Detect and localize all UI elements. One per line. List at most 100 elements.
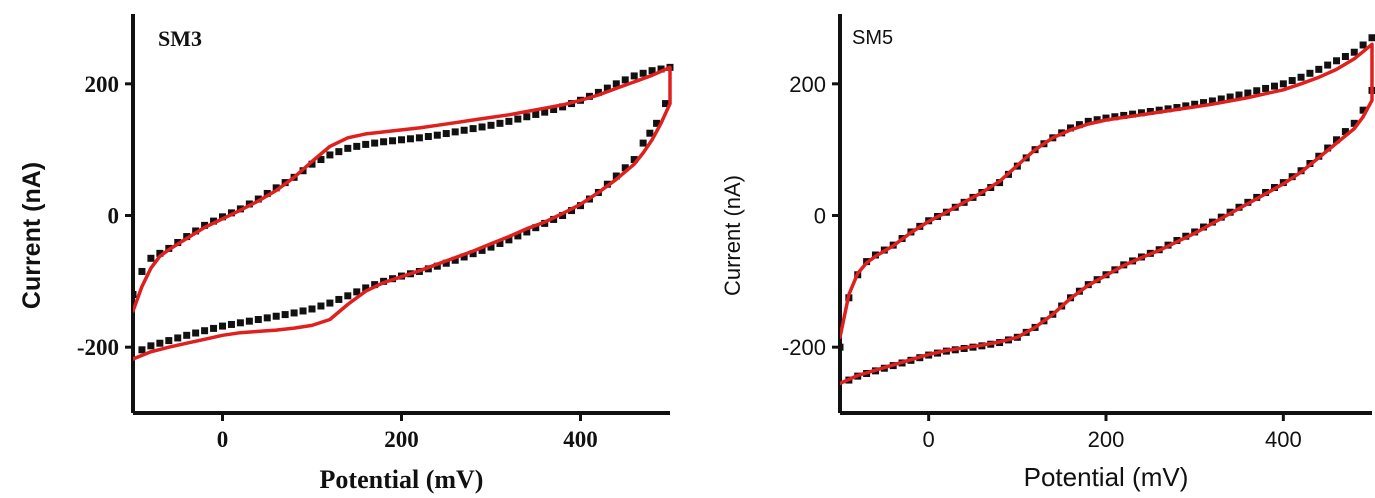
data-point	[210, 217, 218, 225]
data-point	[646, 129, 654, 137]
series-1	[133, 65, 672, 361]
data-point	[380, 138, 388, 146]
data-point	[281, 311, 289, 319]
data-point	[1244, 89, 1252, 97]
data-point	[1297, 73, 1305, 81]
data-point	[1075, 121, 1083, 129]
data-point	[505, 236, 513, 244]
data-point	[1368, 34, 1375, 42]
data-point	[487, 243, 495, 251]
data-point	[1093, 116, 1101, 124]
data-point	[272, 184, 280, 192]
data-point	[362, 284, 370, 292]
data-point	[362, 140, 370, 148]
data-point	[1137, 109, 1145, 117]
chart-panel-sm5: -200 0 200 0 200 400 Potential (mV) Current (nA…	[720, 14, 1375, 492]
data-point	[1155, 106, 1163, 114]
data-point	[147, 342, 155, 350]
data-point	[1315, 65, 1323, 73]
data-point	[1111, 113, 1119, 121]
data-point	[317, 156, 325, 164]
data-point	[344, 292, 352, 300]
data-point	[612, 172, 620, 180]
data-point	[1191, 100, 1199, 108]
data-point	[1306, 69, 1314, 77]
data-point	[662, 100, 670, 108]
data-point	[326, 299, 334, 307]
data-point	[1341, 53, 1349, 61]
y-axis-label: Current (nA)	[720, 175, 745, 296]
chart-panel-sm3: -200 0 200 0 200 400 Potential (mV) Current (nA…	[18, 14, 674, 494]
data-point	[460, 253, 468, 261]
x-tick-label: 400	[563, 427, 598, 452]
data-point	[1164, 105, 1172, 113]
y-tick-label: -200	[77, 335, 119, 360]
data-point	[353, 288, 361, 296]
chart-title: SM3	[158, 26, 202, 51]
data-point	[621, 164, 629, 172]
data-point	[1350, 119, 1358, 127]
data-point	[1324, 61, 1332, 69]
data-point	[514, 115, 522, 123]
data-point	[371, 281, 379, 289]
data-point	[138, 267, 146, 275]
data-point	[1270, 82, 1278, 90]
x-tick-label: 0	[923, 427, 935, 452]
data-point	[1200, 99, 1208, 107]
data-point	[335, 148, 343, 156]
data-point	[344, 144, 352, 152]
data-point	[478, 246, 486, 254]
data-point	[532, 224, 540, 232]
data-point	[133, 291, 137, 298]
data-point	[1235, 91, 1243, 99]
data-point	[299, 307, 307, 315]
data-point	[603, 84, 611, 92]
data-point	[210, 324, 218, 332]
data-point	[451, 128, 459, 136]
data-point	[433, 262, 441, 270]
data-point	[478, 123, 486, 131]
data-point	[1226, 93, 1234, 101]
data-point	[1324, 144, 1332, 152]
data-point	[138, 346, 146, 354]
y-tick-label: 0	[814, 204, 826, 229]
series-0	[133, 63, 674, 354]
data-point	[1208, 97, 1216, 105]
fit-curve	[133, 65, 672, 361]
data-point	[594, 88, 602, 96]
data-point	[541, 108, 549, 116]
data-point	[1173, 104, 1181, 112]
data-point	[550, 106, 558, 114]
data-point	[201, 327, 209, 335]
data-point	[1102, 114, 1110, 122]
y-tick-label: 0	[108, 204, 120, 229]
data-point	[1350, 48, 1358, 56]
data-point	[1120, 111, 1128, 119]
data-point	[442, 259, 450, 267]
data-point	[433, 131, 441, 139]
data-point	[621, 76, 629, 84]
data-point	[469, 125, 477, 133]
data-point	[415, 134, 423, 142]
data-point	[290, 309, 298, 317]
x-tick-label: 200	[384, 427, 419, 452]
y-tick-label: 200	[85, 72, 120, 97]
data-point	[639, 69, 647, 77]
data-point	[496, 119, 504, 127]
data-point	[653, 119, 661, 127]
data-point	[1253, 87, 1261, 95]
data-point	[559, 103, 567, 111]
data-point	[326, 151, 334, 159]
data-point	[487, 121, 495, 129]
data-point	[156, 249, 164, 257]
data-point	[245, 317, 253, 325]
data-point	[612, 80, 620, 88]
y-tick-label: 200	[789, 72, 826, 97]
data-point	[156, 339, 164, 347]
data-point	[523, 113, 531, 121]
data-point	[1146, 107, 1154, 115]
data-point	[1067, 124, 1075, 132]
data-point	[236, 319, 244, 327]
data-point	[389, 137, 397, 145]
